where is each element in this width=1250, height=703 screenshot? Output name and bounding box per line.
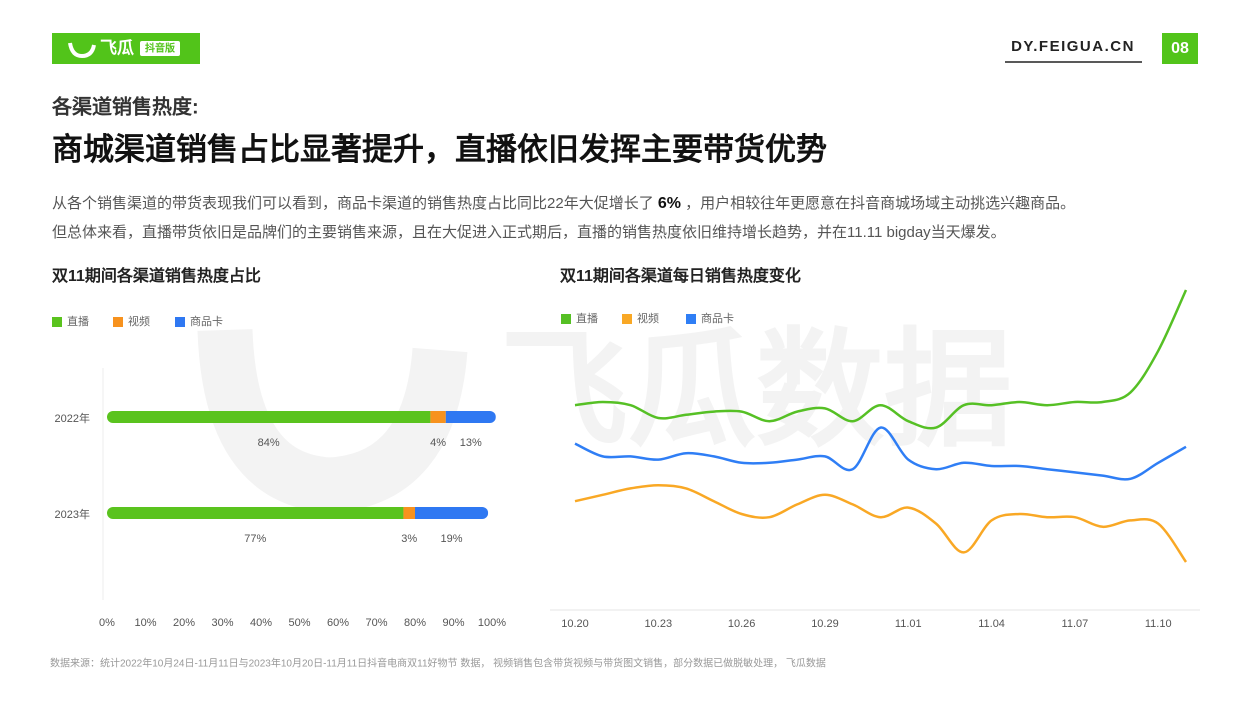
legend-label: 直播 — [576, 311, 598, 325]
data-label: 4% — [430, 437, 446, 449]
series-line — [574, 426, 1187, 481]
legend-swatch — [561, 314, 571, 324]
bar-segment — [415, 507, 489, 519]
legend-swatch — [686, 314, 696, 324]
data-label: 19% — [441, 533, 463, 545]
page-number: 08 — [1171, 40, 1189, 57]
watermark-text: 飞瓜数据 — [500, 319, 1012, 462]
x-tick-label: 60% — [327, 617, 349, 629]
data-label: 77% — [244, 533, 266, 545]
x-tick-label: 20% — [173, 617, 195, 629]
data-label: 84% — [258, 437, 280, 449]
y-tick-label: 2023年 — [55, 507, 90, 521]
x-tick-label: 11.10 — [1145, 618, 1172, 630]
x-tick-label: 10.20 — [561, 618, 589, 630]
x-tick-label: 30% — [211, 617, 233, 629]
x-tick-label: 11.04 — [978, 618, 1005, 630]
source: 数据来源：统计2022年10月24日-11月11日与2023年10月20日-11… — [50, 657, 826, 670]
x-tick-label: 10.26 — [728, 618, 756, 630]
chart-title: 双11期间各渠道每日销售热度变化 — [560, 266, 801, 285]
data-label: 3% — [401, 533, 417, 545]
x-tick-label: 11.07 — [1062, 618, 1089, 630]
x-tick-label: 11.01 — [895, 618, 922, 630]
series-line — [574, 483, 1188, 563]
intro-line: 但总体来看，直播带货依旧是品牌们的主要销售来源，且在大促进入正式期后，直播的销售… — [52, 224, 1006, 241]
title: 商城渠道销售占比显著提升，直播依旧发挥主要带货优势 — [52, 132, 827, 167]
logo-badge: 抖音版 — [145, 42, 175, 55]
legend-label: 商品卡 — [701, 311, 734, 325]
x-tick-label: 90% — [442, 617, 464, 629]
x-tick-label: 80% — [404, 617, 426, 629]
legend-swatch — [113, 317, 123, 327]
intro-text: ，用户相较往年更愿意在抖音商城场域主动挑选兴趣商品。 — [681, 194, 1075, 212]
intro-highlight: 6% — [658, 195, 681, 212]
bar-segment — [430, 411, 446, 423]
series-line — [574, 289, 1188, 430]
x-tick-label: 10.29 — [811, 618, 839, 630]
page-box — [1162, 33, 1198, 64]
legend-label: 商品卡 — [190, 314, 223, 328]
legend-label: 直播 — [67, 314, 89, 328]
legend-swatch — [622, 314, 632, 324]
legend-swatch — [175, 317, 185, 327]
logo-text: 飞瓜 — [100, 38, 134, 57]
chart-title: 双11期间各渠道销售热度占比 — [52, 266, 261, 285]
x-tick-label: 10% — [134, 617, 156, 629]
logo-icon — [68, 42, 96, 59]
legend-label: 视频 — [128, 314, 150, 328]
x-tick-label: 40% — [250, 617, 272, 629]
y-tick-label: 2022年 — [55, 411, 90, 425]
legend-swatch — [52, 317, 62, 327]
x-tick-label: 0% — [99, 617, 115, 629]
logo-badge-box — [140, 41, 180, 56]
intro-text: 从各个销售渠道的带货表现我们可以看到，商品卡渠道的销售热度占比同比22年大促增长… — [52, 195, 658, 212]
watermark-logo — [197, 328, 468, 513]
bar-segment — [107, 411, 431, 423]
data-label: 13% — [460, 437, 482, 449]
x-tick-label: 100% — [478, 617, 506, 629]
legend-label: 视频 — [637, 311, 659, 325]
x-tick-label: 70% — [365, 617, 387, 629]
bar-segment — [107, 507, 404, 519]
x-tick-label: 50% — [288, 617, 310, 629]
site: DY.FEIGUA.CN — [1011, 38, 1135, 55]
intro-line: 从各个销售渠道的带货表现我们可以看到，商品卡渠道的销售热度占比同比22年大促增长… — [52, 194, 1075, 212]
bar-segment — [445, 411, 496, 423]
kicker: 各渠道销售热度: — [51, 94, 199, 118]
x-tick-label: 10.23 — [645, 618, 673, 630]
bar-segment — [403, 507, 415, 519]
